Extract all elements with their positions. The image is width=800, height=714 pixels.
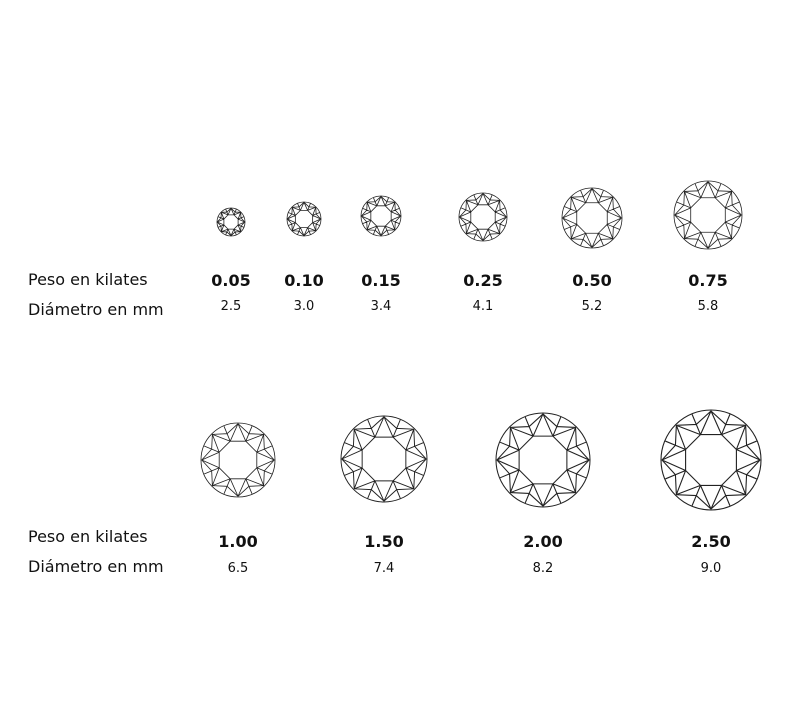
diamond-icon [673,180,743,250]
diameter-mm: 7.4 [373,561,395,576]
diamond-icon [495,412,591,508]
carat-weight: 1.00 [218,532,258,551]
weight-label-row-1: Peso en kilates [28,270,148,289]
diameter-mm: 4.1 [472,299,494,314]
diameter-mm: 3.0 [293,299,315,314]
diamond-icon [286,201,322,237]
carat-weight: 2.50 [691,532,731,551]
diameter-mm: 5.8 [697,299,719,314]
diameter-mm: 2.5 [220,299,242,314]
weight-label-row-2: Peso en kilates [28,527,148,546]
carat-weight: 0.05 [211,271,251,290]
carat-weight: 0.25 [463,271,503,290]
carat-weight: 0.75 [688,271,728,290]
diameter-label-row-1: Diámetro en mm [28,300,164,319]
diamond-icon [458,192,508,242]
carat-weight: 0.10 [284,271,324,290]
diamond-icon [340,415,428,503]
diamond-icon [360,195,402,237]
diamond-icon [660,409,762,511]
carat-weight: 1.50 [364,532,404,551]
diameter-mm: 8.2 [532,561,554,576]
diamond-icon [216,207,246,237]
carat-weight: 2.00 [523,532,563,551]
diamond-icon [200,422,276,498]
carat-weight: 0.15 [361,271,401,290]
diameter-mm: 6.5 [227,561,249,576]
diamond-icon [561,187,623,249]
diameter-mm: 3.4 [370,299,392,314]
carat-weight: 0.50 [572,271,612,290]
diameter-mm: 5.2 [581,299,603,314]
diameter-mm: 9.0 [700,561,722,576]
diameter-label-row-2: Diámetro en mm [28,557,164,576]
